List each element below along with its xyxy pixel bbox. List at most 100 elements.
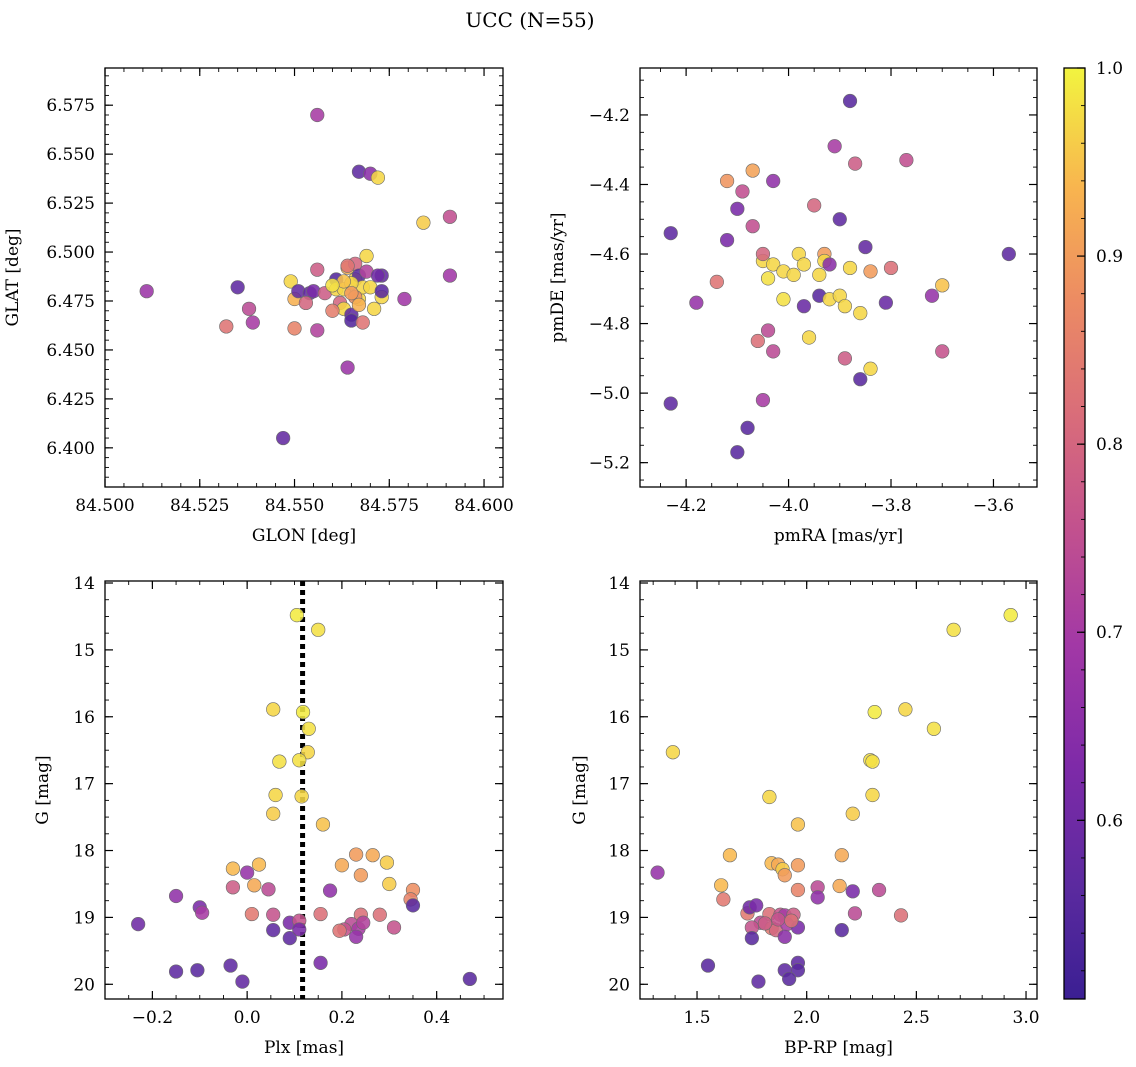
- x-tick-label: 0.2: [328, 1008, 355, 1028]
- data-point: [251, 857, 267, 872]
- data-point: [845, 806, 860, 821]
- y-axis-label: pmDE [mas/yr]: [548, 212, 568, 342]
- data-point: [313, 906, 328, 922]
- y-tick-label: 17: [608, 775, 630, 795]
- data-point: [195, 905, 210, 920]
- data-point: [315, 817, 331, 832]
- data-point: [750, 333, 765, 349]
- data-point: [790, 858, 806, 873]
- data-point: [298, 295, 313, 311]
- data-point: [786, 267, 801, 282]
- x-axis-label: Plx [mas]: [264, 1038, 344, 1058]
- data-point: [832, 212, 847, 227]
- y-tick-label: 15: [608, 641, 630, 661]
- plot-area: [105, 68, 503, 487]
- data-point: [777, 929, 792, 944]
- y-tick-label: 6.450: [46, 341, 95, 361]
- data-point: [244, 906, 259, 922]
- data-point: [760, 271, 776, 286]
- x-tick-label: 84.600: [454, 496, 513, 516]
- data-point: [812, 267, 827, 282]
- data-point: [131, 916, 146, 932]
- data-point: [719, 173, 735, 189]
- data-point: [762, 789, 777, 805]
- x-axis-label: pmRA [mas/yr]: [774, 526, 903, 546]
- scatter-panel-3: −0.2 0.0 0.2 0.4 14 15 16 17 18 19 20 Plx [mas] G [m…: [33, 574, 504, 1058]
- x-tick-label: −4.2: [665, 496, 706, 516]
- data-point: [245, 315, 260, 330]
- y-tick-label: 6.500: [46, 243, 95, 263]
- data-point: [766, 173, 781, 189]
- data-point: [665, 745, 681, 760]
- data-point: [842, 93, 858, 109]
- data-point: [261, 882, 276, 897]
- colorbar-tick-label: 0.8: [1096, 435, 1123, 455]
- data-point: [867, 704, 882, 720]
- data-point: [223, 958, 238, 973]
- y-tick-label: −4.2: [589, 106, 630, 126]
- data-point: [442, 268, 458, 283]
- data-point: [268, 787, 283, 803]
- data-point: [301, 721, 316, 736]
- data-point: [776, 292, 791, 307]
- data-point: [935, 344, 950, 359]
- data-point: [837, 351, 853, 366]
- data-point: [311, 622, 326, 637]
- data-point: [397, 291, 412, 307]
- data-point: [282, 931, 297, 946]
- data-point: [340, 258, 355, 273]
- scatter-panel-1: 84.500 84.525 84.550 84.575 84.600 6.400 6.425…: [3, 67, 514, 546]
- data-point: [379, 855, 395, 870]
- data-point: [442, 209, 458, 224]
- x-tick-label: −3.8: [870, 496, 911, 516]
- y-tick-label: −4.8: [589, 315, 630, 335]
- y-tick-label: 16: [73, 708, 95, 728]
- data-point: [755, 246, 771, 262]
- x-tick-label: −3.6: [973, 496, 1014, 516]
- data-point: [276, 430, 291, 446]
- data-point: [935, 278, 950, 293]
- data-point: [745, 163, 760, 178]
- colorbar-gradient: [1064, 68, 1085, 999]
- data-point: [225, 880, 241, 895]
- y-tick-label: 6.575: [46, 96, 95, 116]
- axes-frame: [104, 580, 504, 1000]
- data-point: [405, 898, 421, 913]
- data-point: [344, 286, 359, 301]
- scatter-panel-4: 1.5 2.0 2.5 3.0 14 15 16 17 18 19 20 BP-RP [mag] G […: [570, 574, 1040, 1058]
- y-tick-label: 19: [73, 908, 95, 928]
- y-tick-label: 6.400: [46, 439, 95, 459]
- data-point: [796, 299, 812, 314]
- x-tick-label: 2.0: [793, 1008, 820, 1028]
- data-point: [370, 268, 386, 283]
- data-point: [462, 971, 477, 987]
- data-point: [351, 297, 367, 313]
- data-point: [924, 288, 940, 303]
- x-tick-label: −0.2: [132, 1008, 173, 1028]
- x-tick-label: 84.525: [170, 496, 229, 516]
- x-tick-label: 84.550: [265, 496, 324, 516]
- data-point: [716, 892, 731, 907]
- data-point: [926, 721, 942, 736]
- data-point: [946, 622, 961, 637]
- data-point: [325, 303, 340, 318]
- data-point: [294, 789, 309, 804]
- x-tick-label: 84.500: [75, 496, 134, 516]
- data-point: [313, 955, 328, 970]
- scatter-panel-2: −4.2 −4.0 −3.8 −3.6 −5.2 −5.0 −4.8 −4.6 −4.4 −4.2…: [548, 67, 1038, 546]
- data-point: [730, 201, 745, 216]
- x-tick-label: 3.0: [1013, 1008, 1040, 1028]
- data-point: [858, 239, 873, 255]
- data-point: [340, 360, 355, 375]
- data-point: [751, 974, 766, 989]
- y-tick-label: 6.550: [46, 145, 95, 165]
- data-point: [709, 274, 724, 289]
- y-axis-label: G [mag]: [570, 755, 590, 824]
- data-point: [1001, 246, 1016, 262]
- data-point: [325, 278, 340, 293]
- data-point: [370, 170, 386, 185]
- data-point: [766, 257, 781, 272]
- data-point: [322, 883, 338, 898]
- data-point: [782, 971, 797, 987]
